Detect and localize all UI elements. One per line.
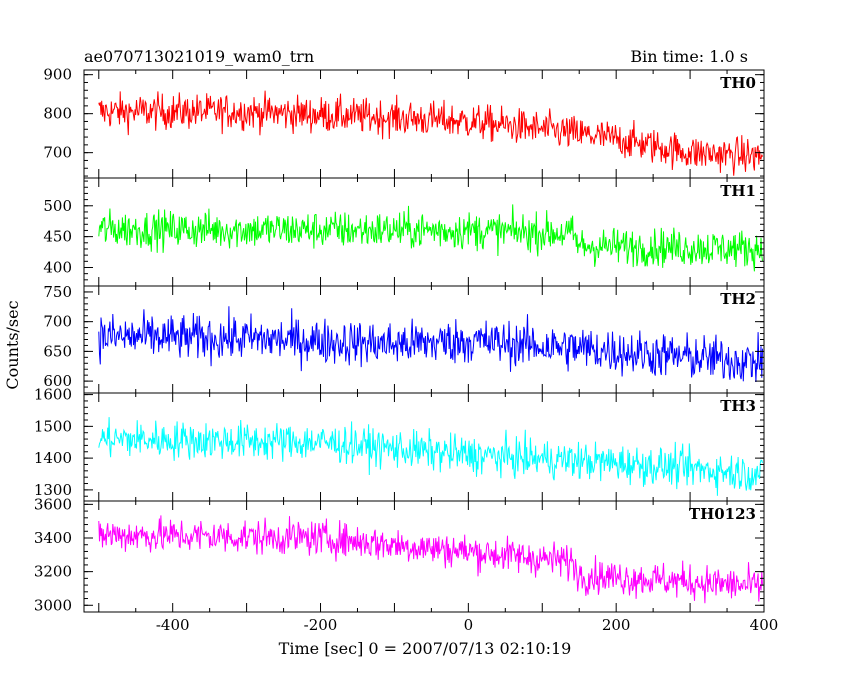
x-tick-label: -200 (304, 616, 338, 634)
y-tick-label: 3600 (34, 495, 72, 513)
series-th2 (98, 306, 763, 383)
panels-group: 700 800 900 TH0 400 450 500 TH1 600 650 700 750 TH2 1… (34, 66, 765, 614)
y-tick-label: 500 (43, 197, 72, 215)
x-tick-label: 400 (750, 616, 779, 634)
y-tick-label: 1500 (34, 417, 72, 435)
y-tick-label: 600 (43, 372, 72, 390)
panel-label: TH2 (720, 290, 756, 308)
chart-title: ae070713021019_wam0_trn (84, 47, 314, 66)
y-tick-label: 1600 (34, 386, 72, 404)
y-tick-label: 1300 (34, 481, 72, 499)
panel-th1: 400 450 500 TH1 (43, 177, 765, 287)
panel-th3: 1300 1400 1500 1600 TH3 (34, 386, 765, 502)
panel-th2: 600 650 700 750 TH2 (43, 283, 765, 394)
x-tick-label: 200 (602, 616, 631, 634)
panel-th0: 700 800 900 TH0 (43, 66, 765, 179)
x-axis: -400 -200 0 200 400 (156, 616, 778, 634)
x-tick-label: 0 (464, 616, 474, 634)
y-axis-label: Counts/sec (3, 300, 22, 389)
y-tick-label: 1400 (34, 449, 72, 467)
y-tick-label: 750 (43, 283, 72, 301)
y-tick-label: 3400 (34, 529, 72, 547)
bin-time-label: Bin time: 1.0 s (630, 47, 748, 66)
panel-label: TH0123 (689, 505, 756, 523)
y-tick-label: 700 (43, 313, 72, 331)
panel-th0123: 3000 3200 3400 3600 TH0123 (34, 495, 765, 614)
y-tick-label: 3000 (34, 596, 72, 614)
series-th0 (98, 90, 763, 176)
panel-label: TH3 (720, 397, 756, 415)
x-axis-label: Time [sec] 0 = 2007/07/13 02:10:19 (279, 639, 572, 658)
y-tick-label: 3200 (34, 563, 72, 581)
series-th3 (98, 417, 763, 496)
y-tick-label: 650 (43, 342, 72, 360)
panel-label: TH1 (720, 182, 756, 200)
y-tick-label: 900 (43, 66, 72, 84)
x-tick-label: -400 (156, 616, 190, 634)
y-tick-label: 400 (43, 258, 72, 276)
y-tick-label: 700 (43, 144, 72, 162)
y-tick-label: 450 (43, 228, 72, 246)
series-th0123 (98, 515, 763, 604)
y-tick-label: 800 (43, 105, 72, 123)
series-th1 (98, 204, 763, 272)
panel-label: TH0 (720, 74, 756, 92)
panel-frame (83, 500, 765, 613)
